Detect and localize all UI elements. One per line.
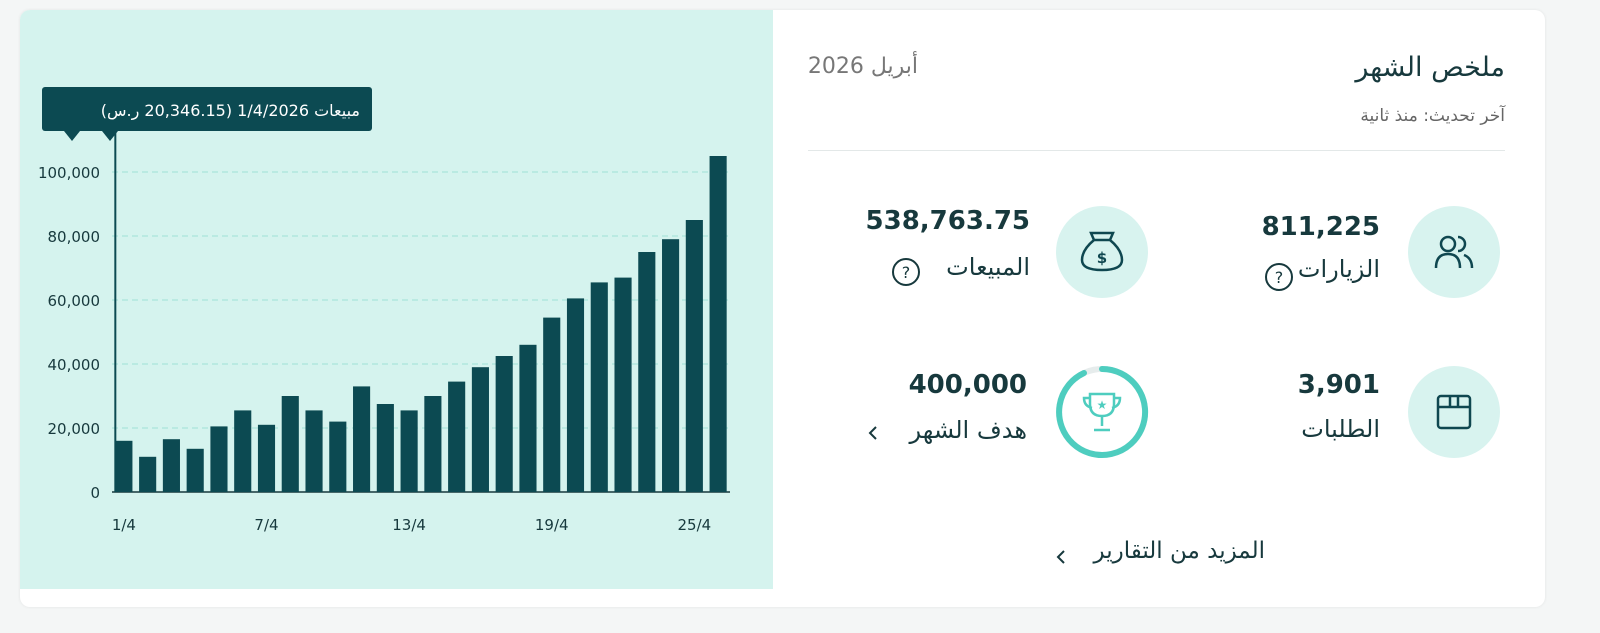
- visits-icon: [1408, 206, 1500, 298]
- y-tick-label: 60,000: [48, 292, 101, 310]
- bar: [614, 277, 632, 492]
- last-updated: آخر تحديث: منذ ثانية: [1360, 106, 1505, 126]
- bar: [519, 344, 537, 492]
- title: ملخص الشهر: [1355, 52, 1505, 83]
- metric-label: المبيعات: [946, 253, 1030, 281]
- help-icon[interactable]: ?: [1264, 262, 1294, 292]
- bar: [424, 396, 442, 492]
- month: أبريل 2026: [807, 54, 918, 79]
- y-tick-label: 100,000: [38, 164, 100, 182]
- svg-text:?: ?: [902, 263, 911, 282]
- bar: [281, 396, 299, 492]
- tooltip-pointer: [64, 131, 80, 141]
- metric-value: 811,225: [1261, 212, 1380, 242]
- tooltip-pointer: [102, 131, 118, 141]
- bar: [471, 367, 489, 492]
- y-tick-label: 20,000: [48, 420, 101, 438]
- x-tick-label: 25/4: [678, 516, 712, 534]
- summary-card: 0 20,000 40,000 60,000 80,000 100,000 1/4 7/4 13…: [20, 10, 1545, 607]
- bar: [400, 410, 418, 492]
- svg-text:$: $: [1097, 249, 1107, 267]
- chevron: [1056, 550, 1065, 564]
- chevron: [868, 426, 877, 440]
- bar: [685, 220, 703, 492]
- bar: [376, 404, 394, 492]
- x-tick-label: 19/4: [535, 516, 569, 534]
- icon: [1434, 235, 1474, 269]
- bar: [210, 426, 228, 492]
- y-tick-label: 80,000: [48, 228, 101, 246]
- bar: [662, 239, 680, 492]
- x-tick-label: 1/4: [112, 516, 136, 534]
- more-reports-link[interactable]: المزيد من التقارير: [1093, 538, 1266, 564]
- goal-ring: ★: [1056, 366, 1149, 458]
- divider: [808, 150, 1505, 151]
- bar: [709, 156, 727, 492]
- chart: 0 20,000 40,000 60,000 80,000 100,000 1/4 7/4 13…: [38, 87, 730, 534]
- tooltip-text: مبيعات 1/4/2026 (20,346.15 ر.س): [101, 101, 360, 121]
- y-tick-label: 0: [90, 484, 100, 502]
- bar: [162, 439, 180, 492]
- metric-label: الزيارات: [1297, 255, 1380, 283]
- tooltip-box: [42, 87, 372, 131]
- chart-panel: 0 20,000 40,000 60,000 80,000 100,000 1/4 7/4 13…: [20, 10, 773, 589]
- help-icon[interactable]: ?: [891, 257, 921, 287]
- bar: [139, 456, 157, 492]
- x-tick-label: 13/4: [392, 516, 426, 534]
- bar: [234, 410, 252, 492]
- metric-value: 400,000: [908, 370, 1027, 400]
- bar: [448, 381, 466, 492]
- bar: [543, 317, 561, 492]
- y-tick-label: 40,000: [48, 356, 101, 374]
- svg-text:★: ★: [1097, 398, 1108, 412]
- bar: [257, 424, 276, 492]
- metric-value: 538,763.75: [865, 206, 1030, 236]
- metric-label: الطلبات: [1301, 415, 1380, 443]
- orders-icon: [1408, 366, 1500, 458]
- metric-value: 3,901: [1297, 370, 1380, 400]
- icon: $: [1080, 231, 1124, 272]
- bar: [329, 421, 347, 492]
- sales-icon: $: [1056, 206, 1148, 298]
- icon: [1436, 394, 1472, 430]
- bar: [186, 448, 204, 492]
- goal-link[interactable]: هدف الشهر: [909, 416, 1027, 444]
- bar: [590, 282, 608, 492]
- bar: [115, 440, 133, 492]
- svg-text:?: ?: [1275, 268, 1284, 287]
- bar: [566, 298, 585, 492]
- bar: [638, 252, 656, 492]
- bar: [305, 410, 323, 492]
- bar: [353, 386, 371, 492]
- x-tick-label: 7/4: [254, 516, 278, 534]
- bar: [495, 356, 513, 492]
